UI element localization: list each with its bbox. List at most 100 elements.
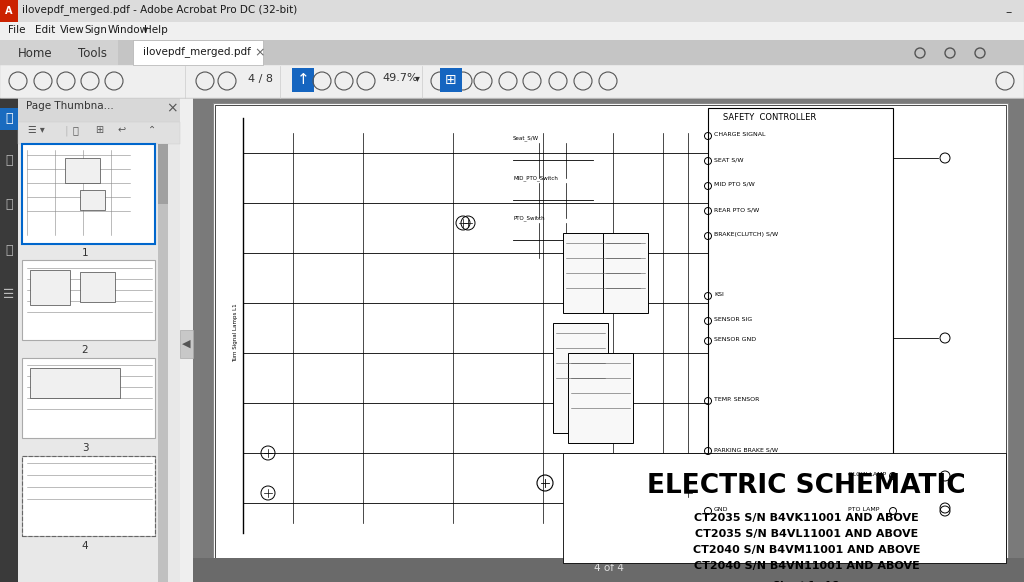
Bar	[133, 40, 263, 65]
Bar	[22, 358, 155, 438]
Text: CT2035 S/N B4VK11001 AND ABOVE: CT2035 S/N B4VK11001 AND ABOVE	[694, 513, 919, 523]
Bar	[563, 233, 643, 313]
Bar	[18, 122, 180, 144]
Text: Home: Home	[18, 47, 52, 60]
Text: ⊞: ⊞	[445, 73, 457, 87]
Text: CT2040 S/N B4VN11001 AND ABOVE: CT2040 S/N B4VN11001 AND ABOVE	[694, 561, 920, 571]
Bar	[22, 260, 155, 340]
Bar	[193, 558, 1024, 582]
Text: 🔖: 🔖	[5, 154, 12, 166]
Text: KSI: KSI	[714, 292, 724, 297]
Text: 4 of 4: 4 of 4	[594, 563, 624, 573]
Text: File: File	[8, 25, 26, 35]
Text: 📋: 📋	[5, 108, 12, 122]
Bar	[292, 68, 314, 92]
Text: BRAKE(CLUTCH) S/W: BRAKE(CLUTCH) S/W	[714, 232, 778, 237]
Text: Sign: Sign	[84, 25, 106, 35]
Bar	[193, 98, 1024, 582]
Text: 4: 4	[82, 541, 88, 551]
Text: 1: 1	[82, 248, 88, 258]
Bar	[603, 233, 648, 313]
Text: Page Thumbna...: Page Thumbna...	[26, 101, 114, 111]
Text: ilovepdf_merged.pdf: ilovepdf_merged.pdf	[143, 46, 251, 57]
Text: PTO_Switch: PTO_Switch	[513, 215, 545, 221]
Bar	[568, 353, 633, 443]
Text: ⊞: ⊞	[95, 125, 103, 135]
Bar	[30, 270, 70, 305]
Text: SAFETY  CONTROLLER: SAFETY CONTROLLER	[723, 113, 816, 122]
Bar	[0, 98, 18, 582]
Text: ⌃: ⌃	[148, 125, 156, 135]
Text: CT2040 S/N B4VM11001 AND ABOVE: CT2040 S/N B4VM11001 AND ABOVE	[693, 545, 921, 555]
Text: ×: ×	[166, 101, 177, 115]
Text: Edit: Edit	[35, 25, 55, 35]
Text: ☰ ▾: ☰ ▾	[28, 125, 45, 135]
Text: 4 / 8: 4 / 8	[248, 74, 273, 84]
Text: Turn Signal Lamps L1: Turn Signal Lamps L1	[233, 303, 238, 361]
Bar	[708, 108, 893, 528]
Text: View: View	[60, 25, 85, 35]
Bar	[62, 40, 118, 65]
Bar	[0, 0, 18, 22]
Text: ▾: ▾	[415, 73, 420, 83]
Text: Sheet 1 of 2: Sheet 1 of 2	[773, 581, 840, 582]
Bar	[0, 108, 18, 130]
Text: CT2035 S/N B4VL11001 AND ABOVE: CT2035 S/N B4VL11001 AND ABOVE	[695, 529, 919, 539]
Text: –: –	[1005, 6, 1012, 19]
Bar	[80, 190, 105, 210]
Bar	[0, 40, 1024, 65]
Bar	[158, 144, 168, 582]
Text: CHARGE SIGNAL: CHARGE SIGNAL	[714, 132, 766, 137]
Bar	[22, 144, 155, 244]
Text: 49.7%: 49.7%	[382, 73, 418, 83]
Text: SENSOR SIG: SENSOR SIG	[714, 317, 753, 322]
Bar	[180, 330, 193, 358]
Text: 🔗: 🔗	[5, 198, 12, 211]
Text: SENSOR GND: SENSOR GND	[714, 337, 756, 342]
Text: TEMP. SENSOR: TEMP. SENSOR	[714, 397, 760, 402]
Bar	[440, 68, 462, 92]
Bar	[18, 98, 180, 122]
Text: SEAT S/W: SEAT S/W	[714, 157, 743, 162]
Text: Window: Window	[108, 25, 150, 35]
Text: 🗑: 🗑	[73, 125, 79, 135]
Bar	[0, 22, 1024, 40]
Text: ☰: ☰	[3, 289, 14, 301]
Bar	[553, 323, 608, 433]
Text: Help: Help	[144, 25, 168, 35]
Bar	[158, 144, 168, 204]
Bar	[0, 65, 1024, 98]
Text: ilovepdf_merged.pdf - Adobe Acrobat Pro DC (32-bit): ilovepdf_merged.pdf - Adobe Acrobat Pro …	[22, 4, 297, 15]
Text: 2: 2	[82, 345, 88, 355]
Bar	[30, 368, 120, 398]
Bar	[22, 456, 155, 536]
Text: ↑: ↑	[297, 73, 309, 87]
Text: ×: ×	[254, 46, 264, 59]
Bar	[18, 98, 180, 582]
Bar	[0, 40, 62, 65]
Text: 3: 3	[82, 443, 88, 453]
Text: ↩: ↩	[118, 125, 126, 135]
Bar	[213, 103, 1008, 565]
Bar	[563, 453, 1006, 563]
Text: GND: GND	[714, 507, 728, 512]
Text: |: |	[65, 125, 69, 136]
Text: GLOW LAMP: GLOW LAMP	[848, 472, 886, 477]
Text: REAR PTO S/W: REAR PTO S/W	[714, 207, 759, 212]
Text: MID PTO S/W: MID PTO S/W	[714, 182, 755, 187]
Bar	[80, 272, 115, 302]
Text: MID_PTO_Switch: MID_PTO_Switch	[513, 175, 558, 180]
Text: ◀: ◀	[181, 339, 190, 349]
Bar	[215, 105, 1006, 563]
Text: Seat_S/W: Seat_S/W	[513, 135, 539, 141]
Text: ELECTRIC SCHEMATIC: ELECTRIC SCHEMATIC	[647, 473, 966, 499]
Text: 📋: 📋	[5, 112, 12, 126]
Text: 📄: 📄	[5, 243, 12, 257]
Bar	[0, 0, 1024, 22]
Bar	[65, 158, 100, 183]
Text: PARKING BRAKE S/W: PARKING BRAKE S/W	[714, 447, 778, 452]
Text: Tools: Tools	[78, 47, 106, 60]
Text: A: A	[5, 6, 12, 16]
Bar	[22, 456, 155, 536]
Text: PTO LAMP: PTO LAMP	[848, 507, 880, 512]
